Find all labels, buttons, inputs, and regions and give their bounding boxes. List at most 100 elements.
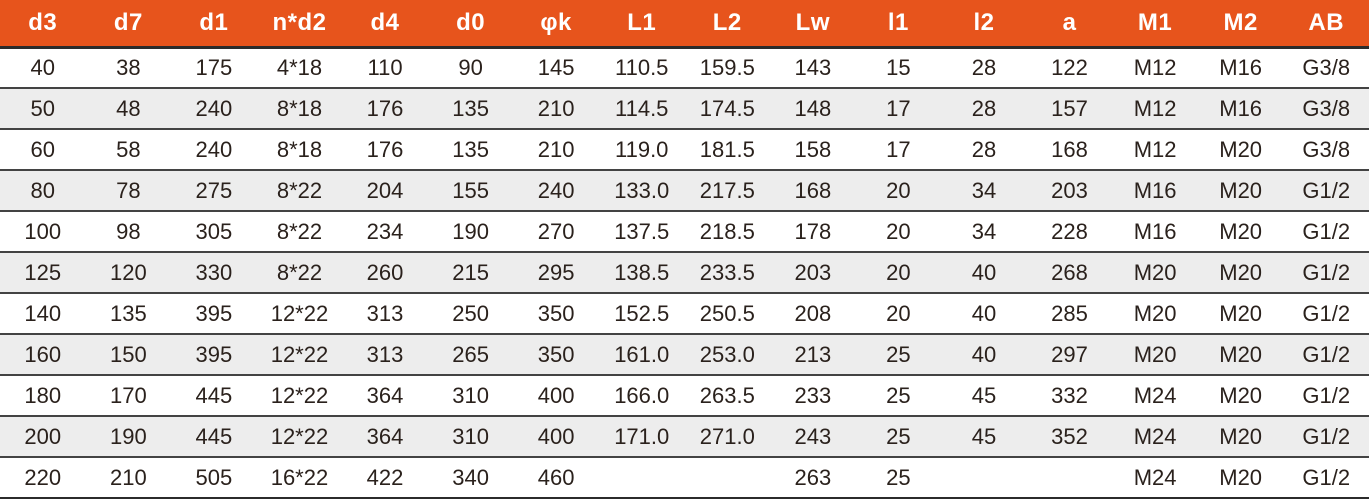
cell-l1: 166.0	[598, 375, 685, 417]
cell-l1: 119.0	[598, 129, 685, 171]
cell-l2: 40	[941, 252, 1027, 294]
cell-d7: 38	[85, 47, 172, 89]
table-row: 180 170 445 12*22 364 310 400 166.0 263.5 233 25 45…	[0, 375, 1369, 417]
cell-l1	[598, 457, 685, 499]
column-header-m1: M1	[1112, 0, 1198, 49]
cell-d3: 220	[0, 457, 86, 499]
cell-m1: M20	[1112, 334, 1198, 376]
cell-d1: 445	[171, 375, 257, 417]
cell-l1: 152.5	[598, 293, 685, 335]
cell-lw: 203	[770, 252, 856, 294]
cell-lw: 213	[770, 334, 856, 376]
cell-k: 400	[513, 375, 599, 417]
cell-m2: M20	[1197, 334, 1284, 376]
cell-ab: G1/2	[1283, 375, 1369, 417]
cell-k: 145	[513, 47, 599, 89]
cell-d4: 364	[342, 375, 428, 417]
column-header-d3: d3	[0, 0, 86, 49]
cell-d3: 140	[0, 293, 86, 335]
cell-m1: M24	[1112, 416, 1198, 458]
cell-d7: 58	[85, 129, 172, 171]
cell-m2: M20	[1197, 416, 1284, 458]
cell-a: 157	[1026, 88, 1113, 130]
cell-d1: 505	[171, 457, 257, 499]
cell-lw: 168	[770, 170, 856, 212]
cell-m2: M20	[1197, 457, 1284, 499]
table-row: 160 150 395 12*22 313 265 350 161.0 253.0 213 25 40…	[0, 334, 1369, 376]
cell-nd2: 8*22	[256, 252, 343, 294]
cell-l2: 28	[941, 47, 1027, 89]
column-header-k: φk	[513, 0, 599, 49]
cell-l2: 217.5	[684, 170, 771, 212]
cell-nd2: 12*22	[256, 416, 343, 458]
cell-m2: M20	[1197, 129, 1284, 171]
cell-k: 295	[513, 252, 599, 294]
cell-d4: 204	[342, 170, 428, 212]
cell-ab: G3/8	[1283, 47, 1369, 89]
cell-l2: 263.5	[684, 375, 771, 417]
cell-d1: 395	[171, 334, 257, 376]
cell-l2: 34	[941, 211, 1027, 253]
cell-d4: 364	[342, 416, 428, 458]
cell-d0: 135	[427, 129, 514, 171]
cell-l2: 159.5	[684, 47, 771, 89]
cell-d7: 48	[85, 88, 172, 130]
cell-lw: 158	[770, 129, 856, 171]
cell-l1: 17	[855, 129, 942, 171]
cell-l2: 250.5	[684, 293, 771, 335]
cell-lw: 233	[770, 375, 856, 417]
column-header-lw: Lw	[770, 0, 856, 49]
cell-lw: 178	[770, 211, 856, 253]
cell-l2	[941, 457, 1027, 499]
cell-d7: 120	[85, 252, 172, 294]
cell-l1: 25	[855, 416, 942, 458]
cell-d4: 313	[342, 293, 428, 335]
cell-ab: G1/2	[1283, 211, 1369, 253]
cell-d7: 150	[85, 334, 172, 376]
cell-l1: 17	[855, 88, 942, 130]
cell-d1: 305	[171, 211, 257, 253]
table-row: 140 135 395 12*22 313 250 350 152.5 250.5 208 20 40…	[0, 293, 1369, 335]
cell-m1: M16	[1112, 170, 1198, 212]
cell-m2: M20	[1197, 252, 1284, 294]
cell-d1: 240	[171, 129, 257, 171]
cell-d0: 135	[427, 88, 514, 130]
cell-d4: 422	[342, 457, 428, 499]
cell-d1: 275	[171, 170, 257, 212]
cell-l1: 25	[855, 375, 942, 417]
cell-l2: 28	[941, 129, 1027, 171]
cell-d7: 170	[85, 375, 172, 417]
cell-d3: 40	[0, 47, 86, 89]
cell-d0: 90	[427, 47, 514, 89]
cell-d4: 234	[342, 211, 428, 253]
cell-d0: 340	[427, 457, 514, 499]
cell-d7: 78	[85, 170, 172, 212]
cell-m1: M16	[1112, 211, 1198, 253]
cell-d3: 125	[0, 252, 86, 294]
cell-k: 210	[513, 88, 599, 130]
cell-l2: 40	[941, 334, 1027, 376]
table-row: 125 120 330 8*22 260 215 295 138.5 233.5 203 20 40 2…	[0, 252, 1369, 294]
cell-d1: 395	[171, 293, 257, 335]
cell-l2: 218.5	[684, 211, 771, 253]
column-header-nd2: n*d2	[256, 0, 343, 49]
column-header-d7: d7	[85, 0, 172, 49]
column-header-a: a	[1026, 0, 1113, 49]
cell-d0: 310	[427, 416, 514, 458]
cell-ab: G1/2	[1283, 334, 1369, 376]
table-row: 60 58 240 8*18 176 135 210 119.0 181.5 158 17 28 168…	[0, 129, 1369, 171]
cell-l1: 20	[855, 252, 942, 294]
cell-d3: 200	[0, 416, 86, 458]
cell-d3: 180	[0, 375, 86, 417]
cell-k: 210	[513, 129, 599, 171]
column-header-l2: L2	[684, 0, 771, 49]
cell-m1: M12	[1112, 47, 1198, 89]
cell-a: 285	[1026, 293, 1113, 335]
cell-d0: 250	[427, 293, 514, 335]
cell-k: 270	[513, 211, 599, 253]
cell-l1: 114.5	[598, 88, 685, 130]
cell-lw: 208	[770, 293, 856, 335]
cell-m1: M24	[1112, 457, 1198, 499]
cell-m1: M12	[1112, 88, 1198, 130]
